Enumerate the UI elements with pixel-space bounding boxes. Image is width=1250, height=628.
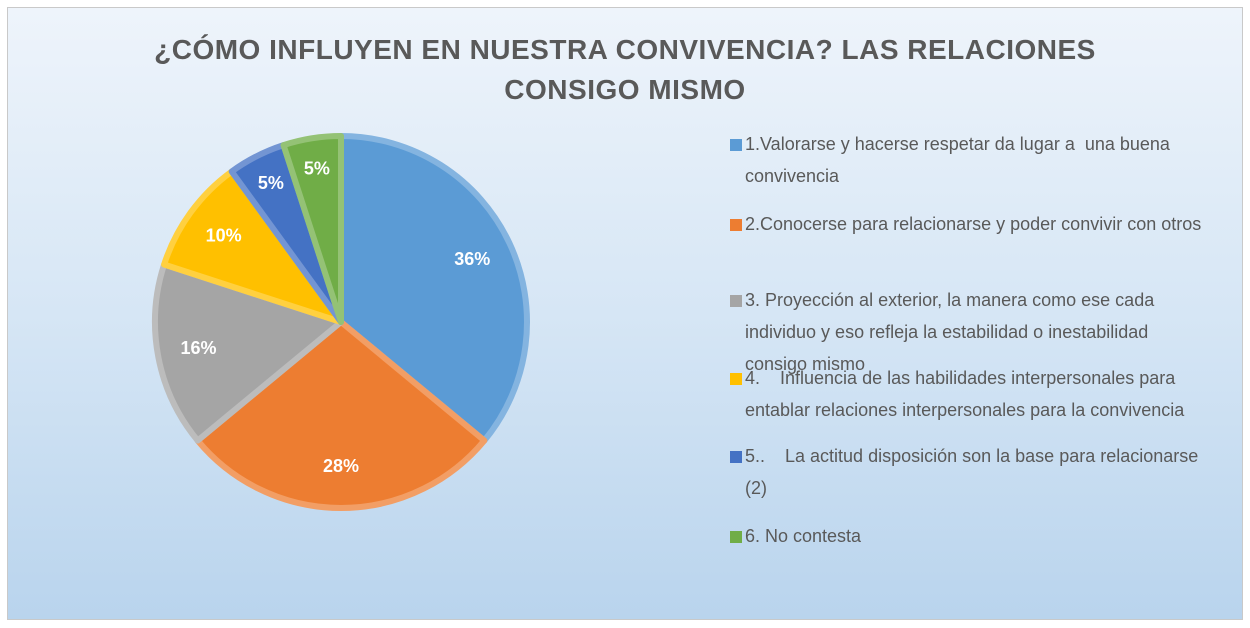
legend-swatch <box>730 451 742 463</box>
legend-item: 6. No contesta <box>728 520 1208 552</box>
legend-item: 5.. La actitud disposición son la base p… <box>728 440 1208 504</box>
value-label: 10% <box>206 225 242 245</box>
value-label: 28% <box>323 456 359 476</box>
legend-item: 2.Conocerse para relacionarse y poder co… <box>728 208 1208 240</box>
legend-swatch <box>730 373 742 385</box>
pie-slice <box>194 319 488 511</box>
legend-item: 1.Valorarse y hacerse respetar da lugar … <box>728 128 1208 192</box>
legend-swatch <box>730 219 742 231</box>
value-label: 16% <box>180 338 216 358</box>
legend-label: 1.Valorarse y hacerse respetar da lugar … <box>745 134 1175 186</box>
legend-label: 4. Influencia de las habilidades interpe… <box>745 368 1185 420</box>
legend-item: 3. Proyección al exterior, la manera com… <box>728 284 1208 380</box>
legend-swatch <box>730 531 742 543</box>
pie-slice <box>338 133 530 444</box>
value-label: 5% <box>304 158 330 178</box>
pie-slice <box>161 168 344 325</box>
legend-label: 3. Proyección al exterior, la manera com… <box>745 290 1160 374</box>
legend-label: 6. No contesta <box>745 526 862 546</box>
chart-title: ¿CÓMO INFLUYEN EN NUESTRA CONVIVENCIA? L… <box>154 34 1096 105</box>
legend-swatch <box>730 139 742 151</box>
value-label: 36% <box>454 249 490 269</box>
legend-label: 2.Conocerse para relacionarse y poder co… <box>745 214 1202 234</box>
legend-item: 4. Influencia de las habilidades interpe… <box>728 362 1208 426</box>
value-label: 5% <box>258 173 284 193</box>
legend-label: 5.. La actitud disposición son la base p… <box>745 446 1204 498</box>
legend-swatch <box>730 295 742 307</box>
pie-slice <box>280 133 344 325</box>
